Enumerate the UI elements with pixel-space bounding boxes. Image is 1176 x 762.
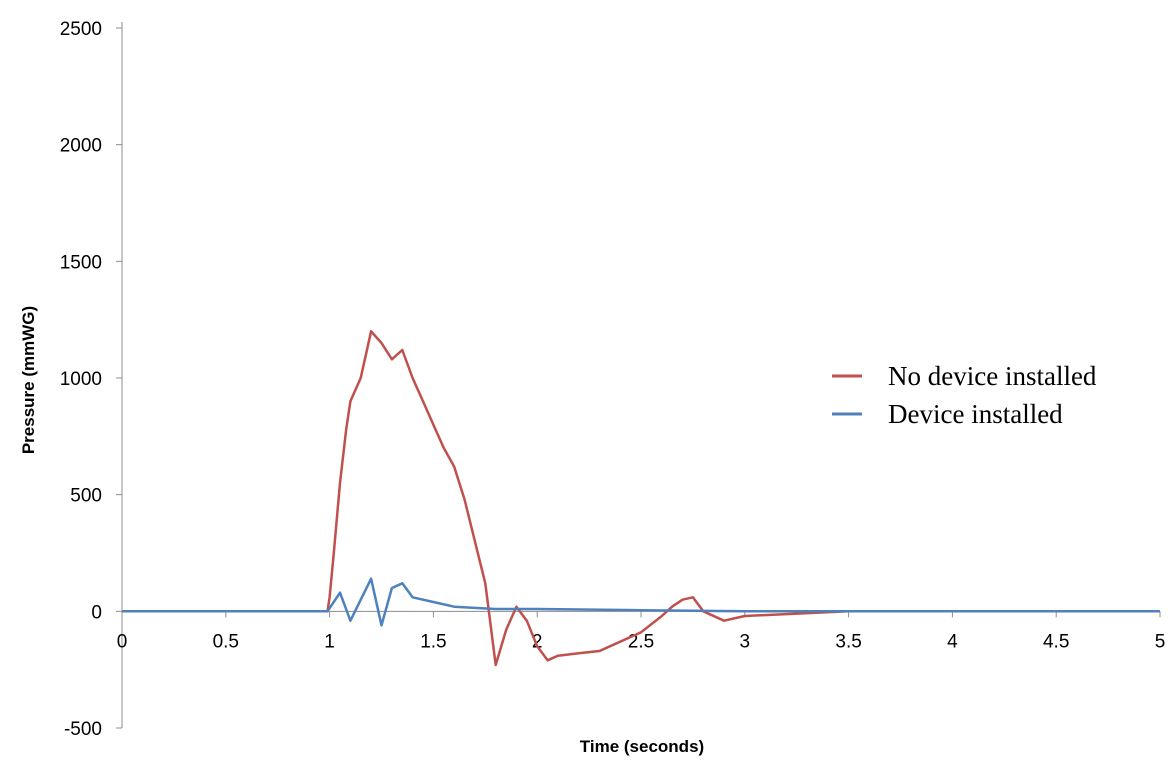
y-axis: -500 0 500 1000 1500 2000 2500 — [60, 19, 123, 740]
x-tick-label: 2 — [532, 631, 543, 652]
x-tick-label: 1 — [324, 631, 335, 652]
y-tick-label: 1500 — [60, 252, 102, 273]
x-tick-label: 0 — [117, 631, 128, 652]
series-line-2 — [122, 577, 1160, 627]
legend-label: No device installed — [888, 361, 1097, 391]
x-tick-label: 2.5 — [628, 631, 654, 652]
x-tick-label: 3.5 — [835, 631, 861, 652]
y-tick-label: 0 — [91, 602, 102, 623]
plot-area — [122, 330, 1160, 667]
x-tick-label: 5 — [1155, 631, 1166, 652]
y-tick-label: 2500 — [60, 19, 102, 40]
x-tick-label: 0.5 — [213, 631, 239, 652]
x-tick-label: 1.5 — [420, 631, 446, 652]
series-line-1 — [122, 330, 1160, 667]
legend-label: Device installed — [888, 399, 1063, 429]
x-tick-label: 3 — [740, 631, 751, 652]
x-tick-label: 4.5 — [1043, 631, 1069, 652]
y-tick-label: 2000 — [60, 136, 102, 157]
x-axis-title: Time (seconds) — [580, 737, 704, 756]
y-tick-label: 1000 — [60, 369, 102, 390]
y-axis-title: Pressure (mmWG) — [19, 306, 38, 454]
y-tick-label: 500 — [70, 486, 102, 507]
y-tick-label: -500 — [64, 719, 102, 740]
x-tick-label: 4 — [947, 631, 958, 652]
legend: No device installed Device installed — [832, 361, 1097, 429]
